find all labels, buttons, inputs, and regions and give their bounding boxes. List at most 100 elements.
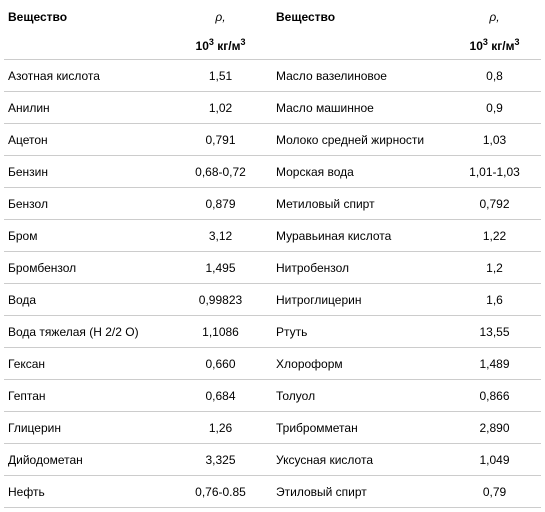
table-row: Дийодометан3,325 bbox=[4, 444, 272, 476]
substance-cell: Глицерин bbox=[4, 415, 169, 441]
table-row: Масло машинное0,9 bbox=[272, 92, 541, 124]
unit-mid: кг/м bbox=[488, 39, 515, 53]
header-substance-left: Вещество bbox=[4, 4, 169, 59]
header-rho-label: ρ, bbox=[215, 10, 225, 24]
density-cell: 1,2 bbox=[448, 255, 541, 281]
table-row: Вода0,99823 bbox=[4, 284, 272, 316]
header-unit-label: 103 кг/м3 bbox=[196, 37, 246, 53]
table-row: Масло вазелиновое0,8 bbox=[272, 60, 541, 92]
header-row-left: Вещество ρ, 103 кг/м3 bbox=[4, 4, 272, 60]
header-density-right: ρ, 103 кг/м3 bbox=[448, 4, 541, 59]
substance-cell: Бром bbox=[4, 223, 169, 249]
table-row: Вода тяжелая (H 2/2 O)1,1086 bbox=[4, 316, 272, 348]
density-cell: 0,76-0.85 bbox=[169, 479, 272, 505]
substance-cell: Бензин bbox=[4, 159, 169, 185]
unit-mid: кг/м bbox=[214, 39, 241, 53]
left-rows-container: Азотная кислота1,51Анилин1,02Ацетон0,791… bbox=[4, 60, 272, 508]
density-cell: 1,02 bbox=[169, 95, 272, 121]
density-cell: 2,890 bbox=[448, 415, 541, 441]
density-cell: 0,660 bbox=[169, 351, 272, 377]
table-row: Морская вода1,01-1,03 bbox=[272, 156, 541, 188]
right-column-pair: Вещество ρ, 103 кг/м3 Масло вазелиновое0… bbox=[272, 4, 541, 508]
substance-cell: Гептан bbox=[4, 383, 169, 409]
density-cell: 1,489 bbox=[448, 351, 541, 377]
header-substance-label: Вещество bbox=[276, 10, 335, 24]
density-cell: 1,6 bbox=[448, 287, 541, 313]
density-cell: 0,68-0,72 bbox=[169, 159, 272, 185]
density-cell: 0,9 bbox=[448, 95, 541, 121]
unit-prefix: 10 bbox=[196, 39, 209, 53]
density-cell: 0,8 bbox=[448, 63, 541, 89]
substance-cell: Ртуть bbox=[272, 319, 448, 345]
density-cell: 3,12 bbox=[169, 223, 272, 249]
substance-cell: Морская вода bbox=[272, 159, 448, 185]
density-cell: 1,22 bbox=[448, 223, 541, 249]
table-row: Анилин1,02 bbox=[4, 92, 272, 124]
table-row: Бензин0,68-0,72 bbox=[4, 156, 272, 188]
table-row: Толуол0,866 bbox=[272, 380, 541, 412]
header-unit-label: 103 кг/м3 bbox=[470, 37, 520, 53]
unit-sup2: 3 bbox=[240, 37, 245, 47]
header-density-left: ρ, 103 кг/м3 bbox=[169, 4, 272, 59]
table-row: Бром3,12 bbox=[4, 220, 272, 252]
density-cell: 1,26 bbox=[169, 415, 272, 441]
density-cell: 0,99823 bbox=[169, 287, 272, 313]
substance-cell: Гексан bbox=[4, 351, 169, 377]
density-cell: 13,55 bbox=[448, 319, 541, 345]
left-column-pair: Вещество ρ, 103 кг/м3 Азотная кислота1,5… bbox=[4, 4, 272, 508]
substance-cell: Дийодометан bbox=[4, 447, 169, 473]
substance-cell: Нитроглицерин bbox=[272, 287, 448, 313]
substance-cell: Бромбензол bbox=[4, 255, 169, 281]
density-cell: 0,792 bbox=[448, 191, 541, 217]
density-cell: 1,1086 bbox=[169, 319, 272, 345]
table-row: Этиловый спирт0,79 bbox=[272, 476, 541, 508]
density-cell: 0,684 bbox=[169, 383, 272, 409]
substance-cell: Хлороформ bbox=[272, 351, 448, 377]
table-row: Нитроглицерин1,6 bbox=[272, 284, 541, 316]
table-row: Муравьиная кислота1,22 bbox=[272, 220, 541, 252]
substance-cell: Толуол bbox=[272, 383, 448, 409]
density-cell: 0,79 bbox=[448, 479, 541, 505]
density-cell: 0,791 bbox=[169, 127, 272, 153]
density-cell: 1,51 bbox=[169, 63, 272, 89]
substance-cell: Анилин bbox=[4, 95, 169, 121]
table-row: Бромбензол1,495 bbox=[4, 252, 272, 284]
density-cell: 1,03 bbox=[448, 127, 541, 153]
table-row: Азотная кислота1,51 bbox=[4, 60, 272, 92]
density-table: Вещество ρ, 103 кг/м3 Азотная кислота1,5… bbox=[4, 4, 541, 508]
table-row: Бензол0,879 bbox=[4, 188, 272, 220]
table-row: Уксусная кислота1,049 bbox=[272, 444, 541, 476]
table-row: Нитробензол1,2 bbox=[272, 252, 541, 284]
substance-cell: Масло машинное bbox=[272, 95, 448, 121]
header-row-right: Вещество ρ, 103 кг/м3 bbox=[272, 4, 541, 60]
density-cell: 1,049 bbox=[448, 447, 541, 473]
unit-sup2: 3 bbox=[514, 37, 519, 47]
density-cell: 1,01-1,03 bbox=[448, 159, 541, 185]
substance-cell: Вода тяжелая (H 2/2 O) bbox=[4, 319, 169, 345]
density-cell: 1,495 bbox=[169, 255, 272, 281]
table-row: Нефть0,76-0.85 bbox=[4, 476, 272, 508]
substance-cell: Вода bbox=[4, 287, 169, 313]
density-cell: 3,325 bbox=[169, 447, 272, 473]
substance-cell: Нефть bbox=[4, 479, 169, 505]
substance-cell: Этиловый спирт bbox=[272, 479, 448, 505]
substance-cell: Азотная кислота bbox=[4, 63, 169, 89]
substance-cell: Метиловый спирт bbox=[272, 191, 448, 217]
table-row: Глицерин1,26 bbox=[4, 412, 272, 444]
substance-cell: Уксусная кислота bbox=[272, 447, 448, 473]
table-row: Молоко средней жирности1,03 bbox=[272, 124, 541, 156]
header-substance-label: Вещество bbox=[8, 10, 67, 24]
table-row: Ацетон0,791 bbox=[4, 124, 272, 156]
substance-cell: Масло вазелиновое bbox=[272, 63, 448, 89]
substance-cell: Ацетон bbox=[4, 127, 169, 153]
substance-cell: Трибромметан bbox=[272, 415, 448, 441]
unit-prefix: 10 bbox=[470, 39, 483, 53]
table-row: Трибромметан2,890 bbox=[272, 412, 541, 444]
density-cell: 0,879 bbox=[169, 191, 272, 217]
substance-cell: Нитробензол bbox=[272, 255, 448, 281]
table-row: Гексан0,660 bbox=[4, 348, 272, 380]
table-row: Гептан0,684 bbox=[4, 380, 272, 412]
density-cell: 0,866 bbox=[448, 383, 541, 409]
header-rho-label: ρ, bbox=[489, 10, 499, 24]
table-row: Ртуть13,55 bbox=[272, 316, 541, 348]
